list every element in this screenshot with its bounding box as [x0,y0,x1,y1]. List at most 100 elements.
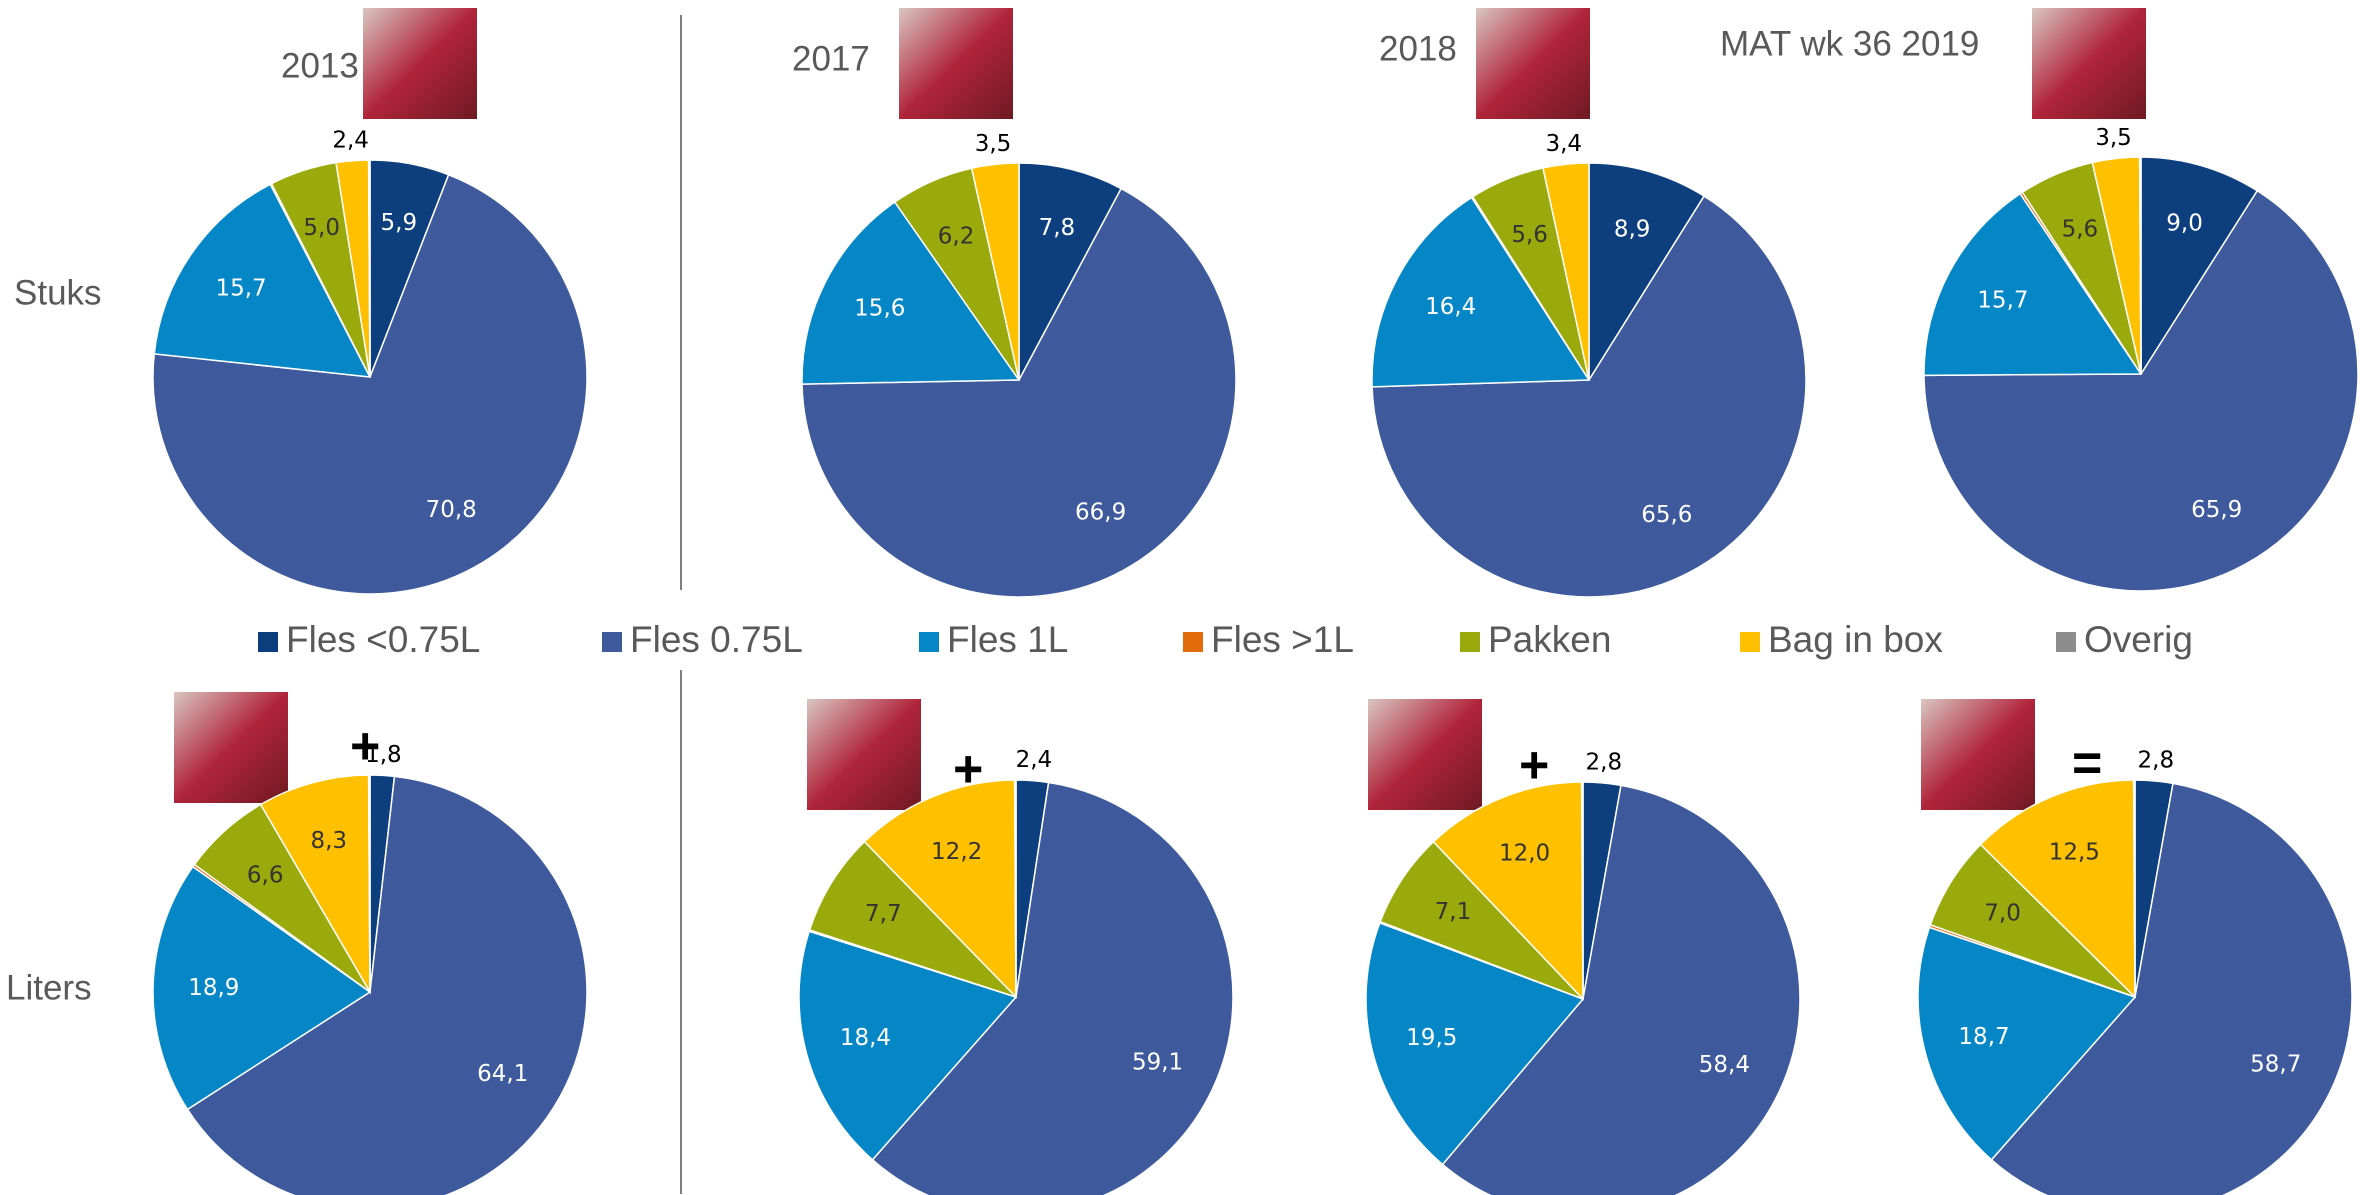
data-label: 65,9 [2191,497,2242,523]
legend-label: Bag in box [1768,619,1943,660]
pie-slice [1923,189,2359,592]
legend-swatch [1460,632,1480,652]
data-label: 2,4 [332,127,369,153]
data-label: 19,5 [1406,1025,1457,1051]
pie-slice [2138,156,2142,375]
data-label: 59,1 [1132,1050,1183,1076]
data-label: 70,8 [426,497,477,523]
product-image [174,692,288,803]
pie-slice [1432,781,1584,1001]
product-images [174,8,2146,810]
pie-slice [2140,156,2259,377]
product-image [899,8,1013,119]
data-label: 18,7 [1958,1024,2009,1050]
data-label: 7,1 [1435,899,1472,925]
chart-title: 2018 [1379,29,1457,68]
chart-title: 2017 [792,39,870,78]
legend-label: Fles <0.75L [286,619,480,660]
product-image [1921,699,2035,810]
data-label: 3,5 [2095,125,2132,151]
legend-swatch [1740,632,1760,652]
pie-slice [801,187,1237,598]
data-label: 7,0 [1984,901,2021,927]
legend-label: Fles 1L [947,619,1068,660]
pie-slice [1917,926,2137,1161]
data-label: 12,0 [1499,841,1550,867]
pie-slice [259,774,371,995]
data-label: 1,8 [365,742,402,768]
data-label: 5,9 [381,210,418,236]
pie-slice [153,183,372,378]
pie-slice [1588,162,1706,383]
pie-slice [1542,162,1590,381]
legend-swatch [602,632,622,652]
data-label: 15,6 [854,296,905,322]
pie-slice [808,840,1017,998]
data-label: 18,4 [840,1025,891,1051]
legend-label: Overig [2084,619,2193,660]
pie-slice [367,159,371,378]
data-label: 3,5 [975,131,1012,157]
pie-slice [367,774,371,993]
data-label: 18,9 [188,975,239,1001]
product-image [363,8,477,119]
data-label: 58,7 [2250,1051,2301,1077]
data-label: 7,8 [1039,215,1076,241]
data-label: 66,9 [1075,500,1126,526]
pie-slice [1990,782,2353,1195]
pie-slice [152,865,372,1111]
data-label: 2,8 [1586,749,1623,775]
pie-slice [1580,781,1584,1000]
data-label: 6,2 [938,224,975,250]
data-label: 16,4 [1425,294,1476,320]
pie-slice [1013,779,1017,998]
legend-swatch [1183,632,1203,652]
pie-slice [1979,779,2136,999]
data-label: 6,6 [247,863,284,889]
product-image [807,699,921,810]
legend-label: Fles 0.75L [630,619,803,660]
data-label: 65,6 [1641,502,1692,528]
pie-slice [186,775,588,1195]
data-label: 7,7 [865,901,902,927]
data-label: 3,4 [1545,131,1582,157]
chart-title: 2013 [281,46,359,85]
pie-slice [1441,784,1801,1195]
data-label: 2,8 [2138,747,2175,773]
legend-label: Fles >1L [1211,619,1354,660]
data-label: 12,2 [931,839,982,865]
data-label: 15,7 [215,275,266,301]
row-label: Liters [6,968,92,1007]
chart-title: MAT wk 36 2019 [1720,24,1979,63]
pie-slice [1923,192,2143,377]
product-image [1476,8,1590,119]
data-label: 58,4 [1699,1052,1750,1078]
pie-slice [1365,921,1585,1166]
annotation: + [350,718,380,776]
pie-slice [1371,196,1591,388]
pie-slice [801,201,1021,385]
pie-slice [152,173,588,595]
pie-slice [1371,195,1807,598]
product-image [1368,699,1482,810]
legend-swatch [2056,632,2076,652]
pie-slice [871,781,1234,1195]
pie-slice [1018,162,1123,381]
data-label: 9,0 [2166,210,2203,236]
data-label: 8,3 [310,828,347,854]
pie-slice [798,930,1018,1161]
data-label: 12,5 [2049,840,2100,866]
data-label: 5,6 [2062,217,2099,243]
legend-swatch [258,632,278,652]
pie-slice [863,779,1017,999]
data-label: 2,4 [1016,747,1053,773]
data-label: 5,6 [1511,222,1548,248]
data-label: 64,1 [477,1061,528,1087]
row-label: Stuks [14,273,102,312]
legend-swatch [919,632,939,652]
data-label: 8,9 [1614,216,1651,242]
data-label: 5,0 [303,215,340,241]
data-label: 15,7 [1977,287,2028,313]
legend-label: Pakken [1488,619,1611,660]
